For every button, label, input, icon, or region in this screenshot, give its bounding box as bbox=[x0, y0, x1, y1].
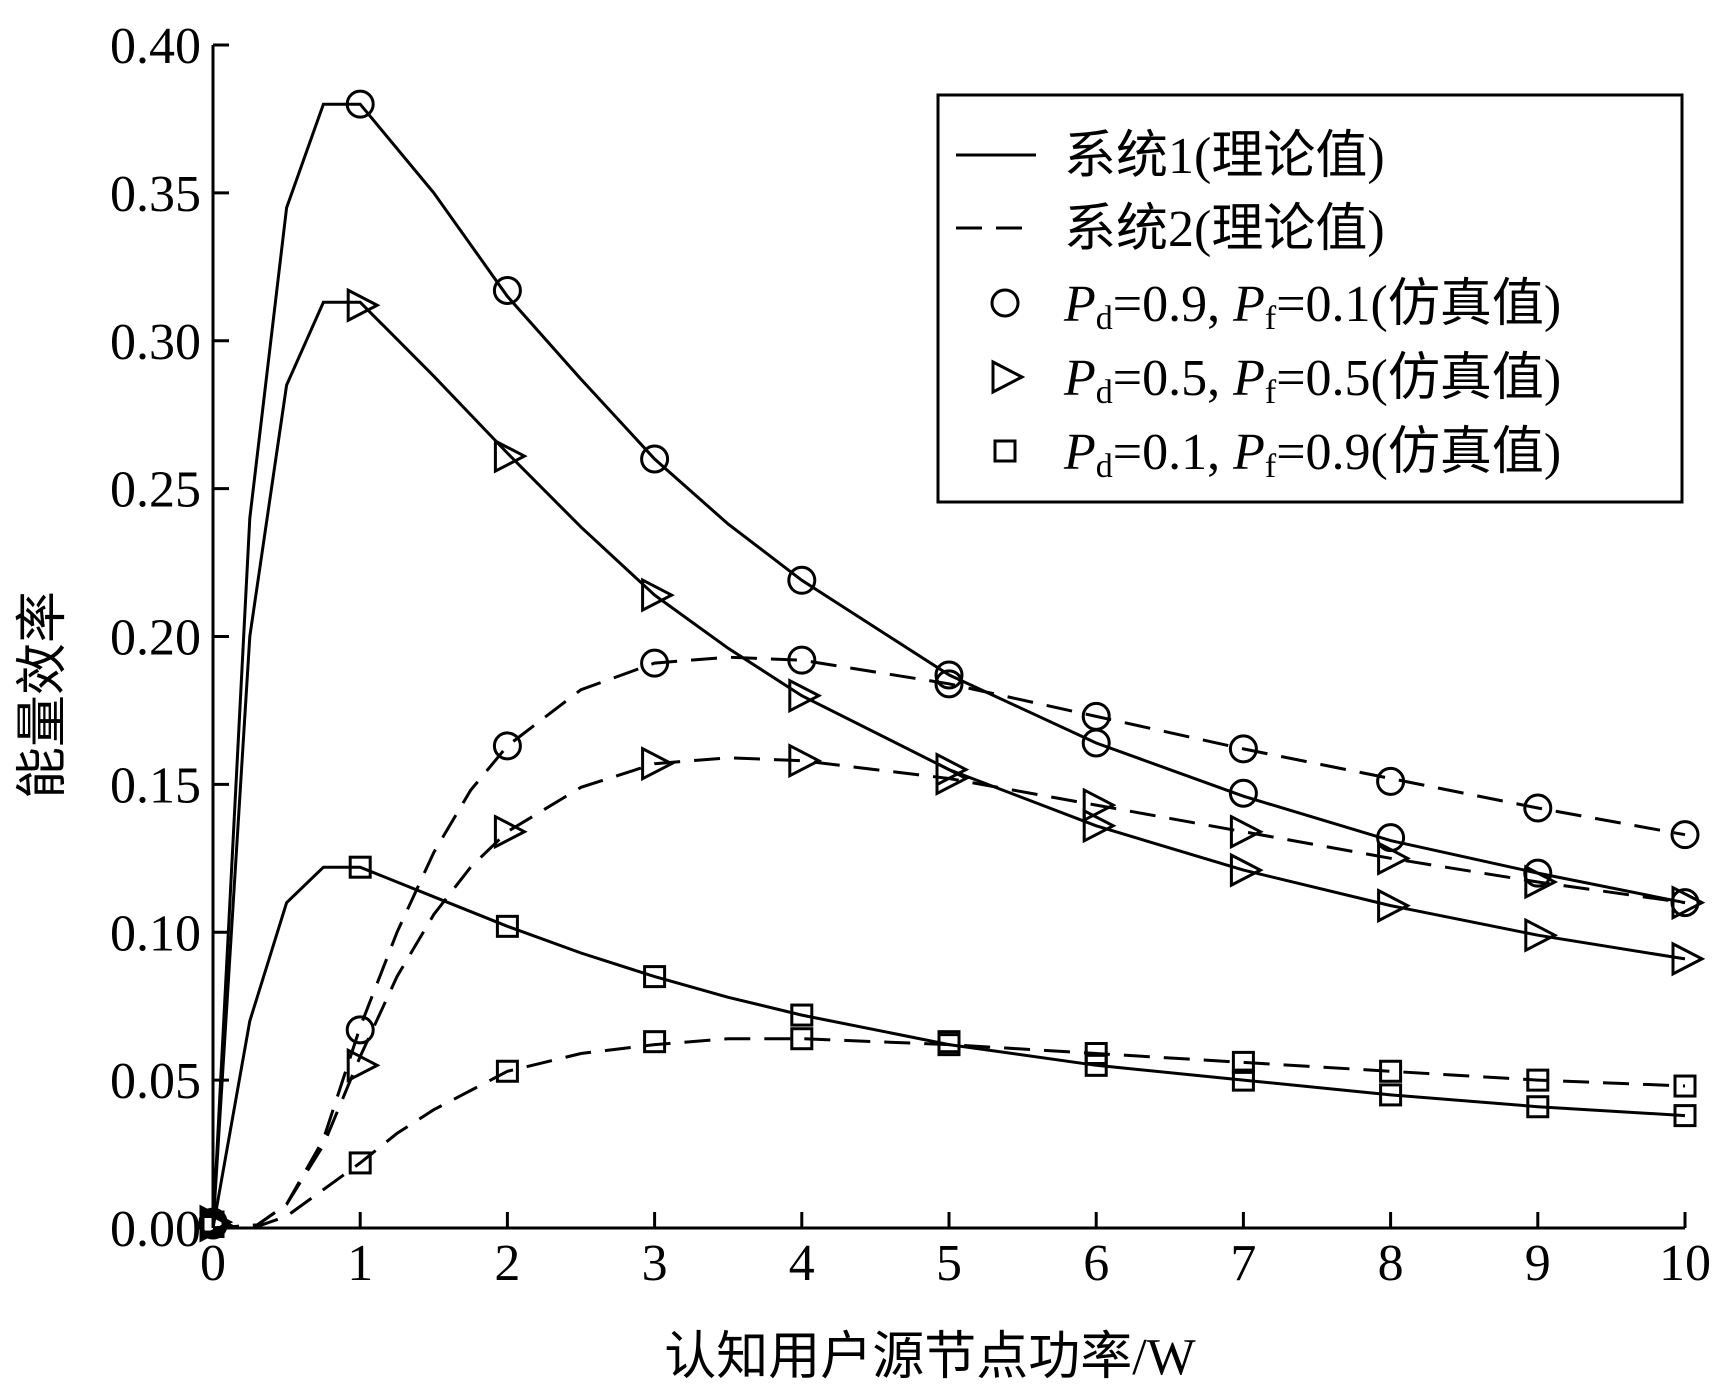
series-markers-system2-triangle bbox=[199, 743, 1706, 1243]
data-point-circle bbox=[345, 1015, 375, 1045]
x-axis-label: 认知用户源节点功率/W bbox=[664, 1329, 1196, 1386]
y-tick-label: 0.05 bbox=[110, 1053, 201, 1110]
series-line-system2-square bbox=[212, 1037, 1686, 1230]
y-tick-label: 0.35 bbox=[110, 166, 201, 223]
y-tick-label: 0.15 bbox=[110, 757, 201, 814]
y-tick-label: 0.30 bbox=[110, 314, 201, 371]
data-point-square bbox=[1084, 1042, 1108, 1066]
series-line-system1-square bbox=[211, 865, 1686, 1229]
y-tick-label: 0.40 bbox=[110, 18, 201, 75]
x-tick-label: 0 bbox=[200, 1235, 226, 1292]
series-line-system2-triangle bbox=[212, 756, 1686, 1230]
data-point-circle bbox=[934, 660, 964, 690]
data-point-triangle bbox=[346, 1047, 381, 1083]
data-point-square bbox=[495, 914, 519, 938]
data-point-square bbox=[1526, 1095, 1550, 1119]
data-point-triangle bbox=[1229, 852, 1264, 888]
data-point-triangle bbox=[788, 678, 823, 714]
axes: 0 1 2 3 4 5 6 7 8 9 10 0.00 0.05 0.10 0.15 0.20 0.25 0.30… bbox=[110, 18, 1711, 1292]
data-point-triangle bbox=[1229, 814, 1264, 850]
data-point-triangle bbox=[1377, 840, 1411, 876]
data-point-circle bbox=[1670, 820, 1700, 850]
data-point-circle bbox=[640, 444, 670, 474]
x-tick-label: 3 bbox=[642, 1235, 668, 1292]
data-point-square bbox=[1231, 1050, 1255, 1074]
x-tick-label: 6 bbox=[1083, 1235, 1109, 1292]
data-point-triangle bbox=[1082, 808, 1117, 844]
data-point-circle bbox=[1081, 701, 1111, 731]
data-point-square bbox=[1673, 1104, 1697, 1128]
data-point-circle bbox=[492, 275, 522, 305]
data-point-square bbox=[1379, 1059, 1403, 1083]
legend-square-marker bbox=[993, 439, 1017, 463]
data-point-square bbox=[1379, 1083, 1403, 1107]
data-point-triangle bbox=[1671, 941, 1706, 977]
data-point-square bbox=[348, 1151, 372, 1175]
series-line-system1-triangle bbox=[211, 300, 1686, 1229]
data-point-triangle bbox=[935, 760, 970, 796]
x-tick-label: 8 bbox=[1378, 1235, 1404, 1292]
data-point-triangle bbox=[493, 438, 528, 474]
data-point-circle bbox=[787, 565, 817, 595]
data-point-triangle bbox=[1524, 864, 1559, 900]
legend-box bbox=[936, 93, 1684, 504]
legend-label: 系统2(理论值) bbox=[1064, 201, 1385, 258]
data-point-square bbox=[348, 855, 372, 879]
x-tick-label: 2 bbox=[494, 1235, 520, 1292]
data-point-square bbox=[790, 1003, 814, 1027]
legend-label: Pd=0.9, Pf=0.1(仿真值) bbox=[1063, 276, 1561, 337]
legend-label: 系统1(理论值) bbox=[1064, 128, 1385, 185]
x-tick-label: 7 bbox=[1230, 1235, 1256, 1292]
data-point-square bbox=[1084, 1053, 1108, 1077]
plot-area bbox=[198, 89, 1706, 1243]
data-point-triangle bbox=[1524, 917, 1559, 953]
legend: 系统1(理论值) 系统2(理论值) Pd=0.9, Pf=0.1(仿真值) Pd=0.… bbox=[936, 93, 1684, 504]
data-point-circle bbox=[640, 648, 670, 678]
y-tick-label: 0.25 bbox=[110, 462, 201, 519]
x-tick-label: 9 bbox=[1525, 1235, 1551, 1292]
legend-triangle-marker bbox=[991, 359, 1026, 395]
data-point-triangle bbox=[493, 814, 528, 850]
x-tick-label: 1 bbox=[347, 1235, 373, 1292]
y-tick-label: 0.20 bbox=[110, 610, 201, 667]
data-point-circle bbox=[1228, 734, 1258, 764]
x-tick-label: 4 bbox=[789, 1235, 815, 1292]
data-point-triangle bbox=[1377, 888, 1411, 924]
data-point-circle bbox=[934, 669, 964, 699]
data-point-square bbox=[1526, 1068, 1550, 1092]
series-line-system1-circle bbox=[211, 102, 1686, 1229]
data-point-square bbox=[643, 1030, 667, 1054]
data-point-square bbox=[495, 1059, 519, 1083]
data-point-triangle bbox=[346, 287, 381, 323]
series-line-system2-circle bbox=[212, 655, 1686, 1230]
data-point-square bbox=[643, 965, 667, 989]
y-tick-label: 0.00 bbox=[110, 1201, 201, 1258]
data-point-triangle bbox=[641, 577, 675, 613]
data-point-circle bbox=[345, 89, 375, 119]
legend-circle-marker bbox=[990, 288, 1020, 318]
data-point-square bbox=[790, 1027, 814, 1051]
data-point-triangle bbox=[1671, 885, 1706, 921]
y-tick-label: 0.10 bbox=[110, 905, 201, 962]
y-axis-label: 能量效率 bbox=[15, 591, 72, 799]
data-point-circle bbox=[1228, 778, 1258, 808]
data-point-circle bbox=[1376, 766, 1406, 796]
data-point-circle bbox=[787, 645, 817, 675]
series-markers-system2-circle bbox=[198, 645, 1700, 1240]
data-point-triangle bbox=[788, 743, 823, 779]
data-point-triangle bbox=[641, 746, 675, 782]
legend-label: Pd=0.5, Pf=0.5(仿真值) bbox=[1063, 350, 1561, 411]
legend-label: Pd=0.1, Pf=0.9(仿真值) bbox=[1063, 424, 1561, 485]
series-markers-system2-square bbox=[201, 1027, 1697, 1239]
x-tick-label: 10 bbox=[1659, 1235, 1711, 1292]
x-tick-label: 5 bbox=[936, 1235, 962, 1292]
data-point-square bbox=[1231, 1068, 1255, 1092]
data-point-circle bbox=[1523, 793, 1553, 823]
data-point-triangle bbox=[1082, 787, 1117, 823]
data-point-circle bbox=[492, 731, 522, 761]
data-point-square bbox=[1673, 1074, 1697, 1098]
data-point-square bbox=[937, 1030, 961, 1054]
